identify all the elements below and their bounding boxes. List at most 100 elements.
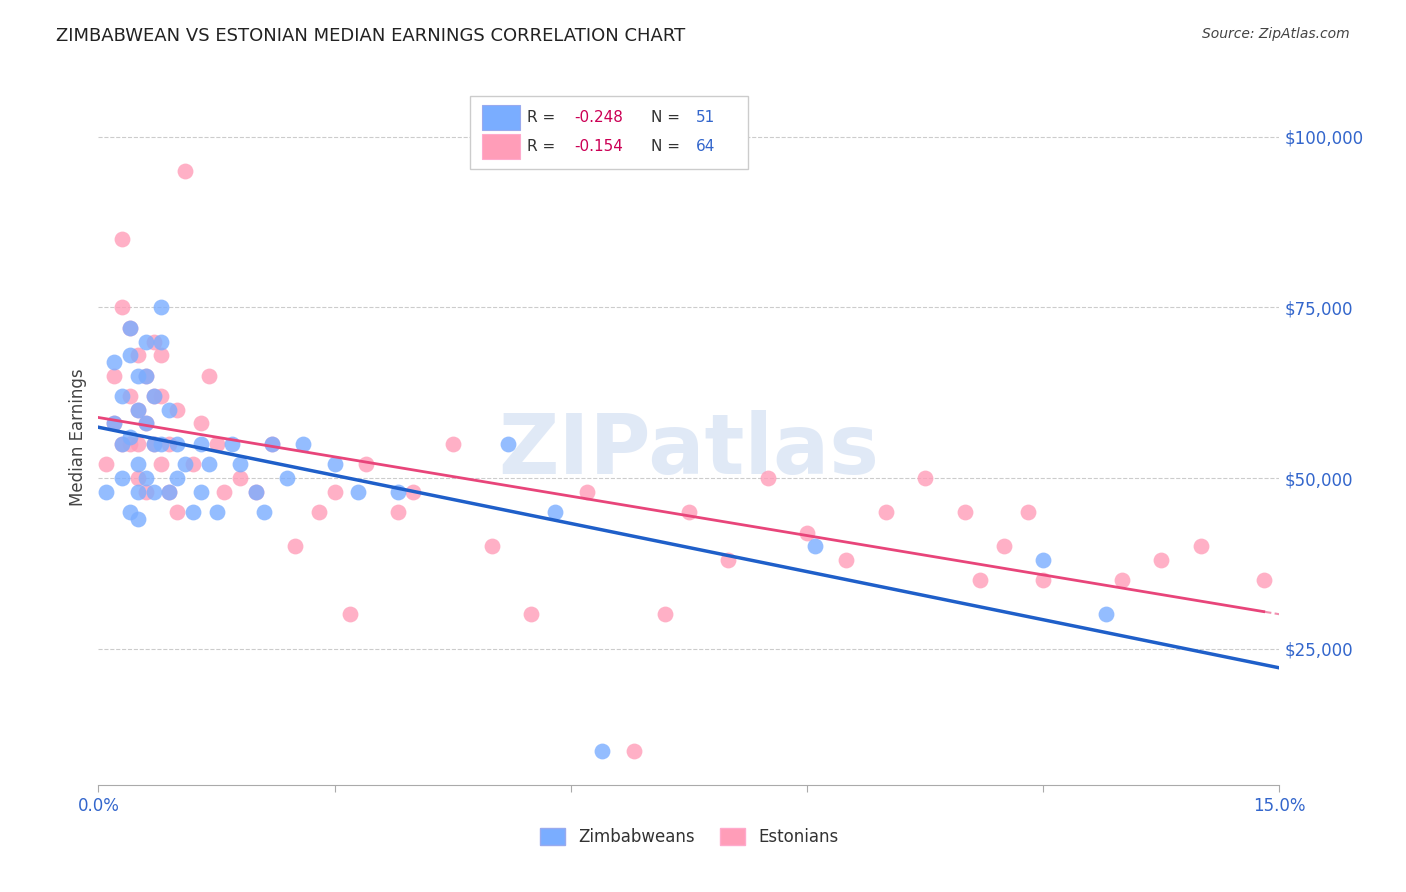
Point xyxy=(111,301,134,315)
Point xyxy=(591,744,613,758)
Point xyxy=(181,458,204,472)
Point xyxy=(875,505,897,519)
Point xyxy=(654,607,676,622)
Point xyxy=(118,430,141,444)
Point xyxy=(111,437,134,451)
Text: Source: ZipAtlas.com: Source: ZipAtlas.com xyxy=(1202,27,1350,41)
Legend: Zimbabweans, Estonians: Zimbabweans, Estonians xyxy=(533,822,845,853)
Y-axis label: Median Earnings: Median Earnings xyxy=(69,368,87,506)
Point xyxy=(914,471,936,485)
Point xyxy=(142,484,165,499)
Point xyxy=(157,437,180,451)
Point xyxy=(1150,553,1173,567)
Point xyxy=(135,368,157,383)
Text: ZIMBABWEAN VS ESTONIAN MEDIAN EARNINGS CORRELATION CHART: ZIMBABWEAN VS ESTONIAN MEDIAN EARNINGS C… xyxy=(56,27,686,45)
Point xyxy=(166,505,188,519)
FancyBboxPatch shape xyxy=(471,96,748,169)
Point xyxy=(953,505,976,519)
Point xyxy=(174,164,197,178)
Point xyxy=(135,471,157,485)
Point xyxy=(197,368,219,383)
Text: -0.154: -0.154 xyxy=(575,139,623,153)
Point xyxy=(292,437,315,451)
Point xyxy=(135,417,157,431)
Point xyxy=(118,321,141,335)
Point xyxy=(127,512,149,526)
Point xyxy=(1189,539,1212,553)
Point xyxy=(276,471,298,485)
Point xyxy=(142,389,165,403)
Point xyxy=(835,553,858,567)
FancyBboxPatch shape xyxy=(482,134,520,160)
Point xyxy=(118,437,141,451)
Text: 51: 51 xyxy=(696,110,716,125)
Point xyxy=(118,389,141,403)
Point xyxy=(181,505,204,519)
Point xyxy=(127,402,149,417)
Point xyxy=(284,539,307,553)
Text: R =: R = xyxy=(527,139,560,153)
Point xyxy=(127,402,149,417)
Text: N =: N = xyxy=(651,139,685,153)
Text: ZIPatlas: ZIPatlas xyxy=(499,410,879,491)
Point xyxy=(796,525,818,540)
Point xyxy=(969,574,991,588)
Point xyxy=(150,389,173,403)
FancyBboxPatch shape xyxy=(482,104,520,130)
Point xyxy=(127,471,149,485)
Point xyxy=(142,437,165,451)
Point xyxy=(190,417,212,431)
Point xyxy=(1095,607,1118,622)
Point xyxy=(214,484,236,499)
Point xyxy=(387,505,409,519)
Point xyxy=(103,355,125,369)
Point xyxy=(190,484,212,499)
Point xyxy=(441,437,464,451)
Point xyxy=(103,417,125,431)
Text: 64: 64 xyxy=(696,139,716,153)
Point xyxy=(229,471,252,485)
Point xyxy=(150,348,173,362)
Point xyxy=(142,389,165,403)
Point xyxy=(96,458,118,472)
Point xyxy=(229,458,252,472)
Point xyxy=(127,368,149,383)
Point xyxy=(387,484,409,499)
Point xyxy=(166,437,188,451)
Point xyxy=(135,368,157,383)
Point xyxy=(481,539,503,553)
Point xyxy=(1032,574,1054,588)
Point xyxy=(103,368,125,383)
Point xyxy=(103,417,125,431)
Point xyxy=(150,334,173,349)
Point xyxy=(205,437,228,451)
Point xyxy=(135,484,157,499)
Point xyxy=(402,484,425,499)
Point xyxy=(221,437,243,451)
Point xyxy=(245,484,267,499)
Point xyxy=(127,484,149,499)
Point xyxy=(323,458,346,472)
Point xyxy=(575,484,598,499)
Point xyxy=(347,484,370,499)
Point xyxy=(150,437,173,451)
Point xyxy=(157,484,180,499)
Point xyxy=(339,607,361,622)
Point xyxy=(166,471,188,485)
Point xyxy=(197,458,219,472)
Point xyxy=(205,505,228,519)
Point xyxy=(127,348,149,362)
Point xyxy=(1032,553,1054,567)
Point xyxy=(756,471,779,485)
Point xyxy=(142,334,165,349)
Point xyxy=(260,437,283,451)
Point xyxy=(804,539,827,553)
Point xyxy=(96,484,118,499)
Point xyxy=(111,232,134,246)
Point xyxy=(623,744,645,758)
Point xyxy=(118,348,141,362)
Point xyxy=(520,607,543,622)
Point xyxy=(678,505,700,519)
Point xyxy=(166,402,188,417)
Point xyxy=(150,301,173,315)
